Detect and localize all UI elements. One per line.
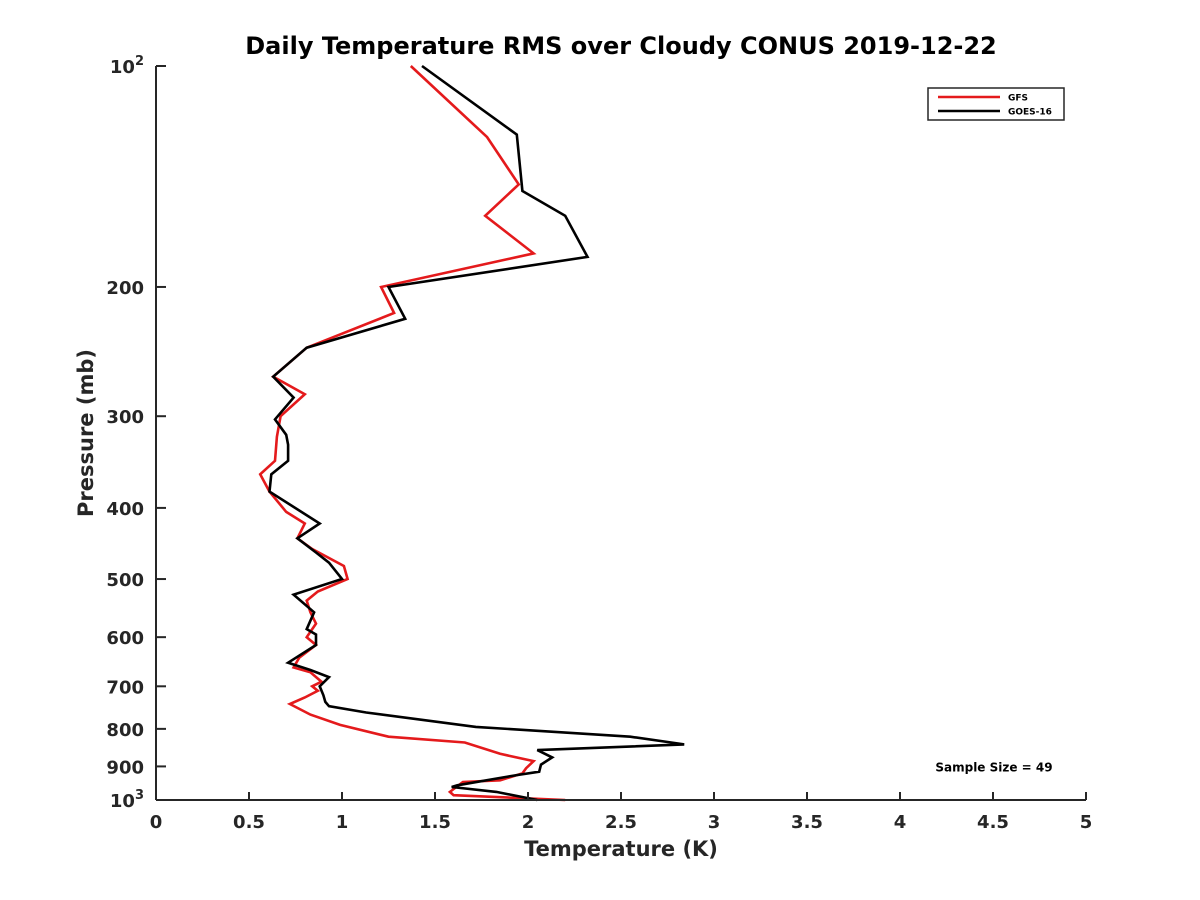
sample-size-annotation: Sample Size = 49: [935, 760, 1052, 774]
x-tick-label: 2: [522, 812, 535, 833]
x-tick-label: 4: [894, 812, 907, 833]
y-tick-label: 900: [106, 757, 144, 778]
x-tick-label: 2.5: [605, 812, 637, 833]
x-tick-label: 0.5: [233, 812, 265, 833]
x-ticks: 0 0.5 1 1.5 2 2.5 3 3.5 4 4.5 5: [150, 792, 1093, 833]
x-axis-label: Temperature (K): [524, 837, 718, 861]
y-tick-label: 103: [110, 788, 144, 812]
x-tick-label: 5: [1080, 812, 1093, 833]
x-tick-label: 4.5: [977, 812, 1009, 833]
y-tick-label: 600: [106, 628, 144, 649]
series-line-goes-16: [268, 64, 685, 802]
x-tick-label: 1: [336, 812, 349, 833]
legend-label-gfs: GFS: [1008, 94, 1028, 104]
chart-title: Daily Temperature RMS over Cloudy CONUS …: [245, 32, 997, 60]
legend-box: [927, 87, 1065, 121]
legend-label-goes-16: GOES-16: [1008, 108, 1052, 118]
legend: GFS GOES-16: [927, 87, 1065, 121]
series-layer: [258, 64, 685, 802]
y-tick-label: 500: [106, 570, 144, 591]
x-tick-label: 1.5: [419, 812, 451, 833]
y-tick-label: 700: [106, 677, 144, 698]
y-tick-label: 400: [106, 499, 144, 520]
y-tick-label: 200: [106, 278, 144, 299]
x-tick-label: 0: [150, 812, 163, 833]
x-tick-label: 3.5: [791, 812, 823, 833]
y-tick-label: 800: [106, 720, 144, 741]
y-axis-label: Pressure (mb): [74, 349, 98, 517]
y-tick-label: 300: [106, 407, 144, 428]
x-tick-label: 3: [708, 812, 721, 833]
